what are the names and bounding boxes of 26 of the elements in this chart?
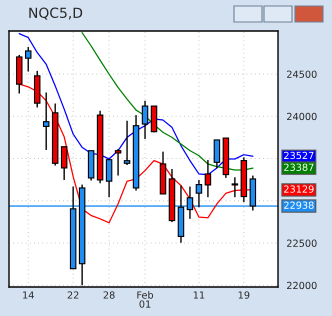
candlestick [114, 148, 122, 176]
x-tick-label: Feb 01 [137, 291, 154, 308]
candlestick [232, 176, 238, 198]
x-tick-label: 22 [68, 291, 78, 299]
candlestick [204, 159, 212, 198]
x-tick-label: 28 [104, 291, 115, 299]
candlestick [214, 139, 220, 169]
candlestick [106, 158, 112, 198]
candlestick [60, 146, 68, 181]
y-tick-label: 22000 [287, 282, 317, 290]
chart-title: NQC5,D [29, 8, 82, 20]
y-tick-label: 24000 [287, 112, 317, 120]
text: 23129 [284, 185, 314, 193]
line-series [82, 32, 254, 171]
x-tick-label: 19 [238, 291, 250, 299]
text: 23387 [284, 164, 314, 171]
ref-line-label: 22938 [284, 202, 314, 209]
candlestick [42, 92, 50, 151]
x-tick-label: 14 [23, 291, 34, 299]
text: 23527 [284, 152, 314, 160]
x-tick-label: 11 [194, 291, 204, 299]
y-tick-label: 22500 [287, 240, 317, 247]
candlestick [24, 46, 32, 72]
y-tick-label: 24500 [287, 70, 317, 78]
candlestick [124, 120, 130, 166]
candlestick [142, 100, 148, 140]
